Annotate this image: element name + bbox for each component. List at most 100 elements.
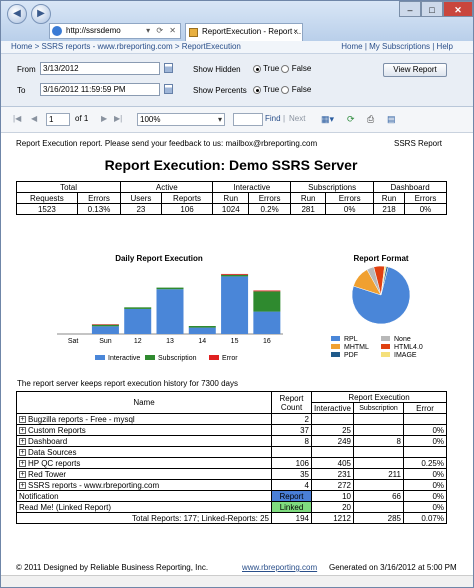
report-tab-icon: [189, 28, 198, 37]
expand-icon[interactable]: +: [19, 415, 26, 423]
find-input[interactable]: [233, 113, 263, 126]
x-tick-label: Sun: [99, 338, 112, 345]
bar-interactive: [91, 326, 119, 334]
footer-generated: Generated on 3/16/2012 at 5:00 PM: [329, 563, 457, 572]
summary-value: 218: [373, 203, 405, 215]
bar-interactive: [124, 308, 152, 334]
tab-title: ReportExecution - Report ...: [202, 27, 302, 36]
breadcrumb-path[interactable]: Home > SSRS reports - www.rbreporting.co…: [11, 42, 241, 51]
calendar-icon[interactable]: [164, 63, 173, 73]
chart-title: Report Format: [353, 254, 408, 263]
expand-icon[interactable]: +: [19, 437, 26, 445]
table-row[interactable]: Read Me! (Linked Report) Linked 20 0%: [16, 501, 447, 513]
show-hidden-false-radio[interactable]: [281, 64, 290, 73]
export-icon[interactable]: ▦▾: [321, 114, 335, 124]
find-link[interactable]: Find: [265, 114, 281, 123]
to-label: To: [17, 86, 26, 95]
report-body: Report Execution report. Please send you…: [1, 133, 473, 575]
report-toolbar: |◀ ◀ 1 of 1 ▶ ▶| 100% ▾ Find | Next ▦▾ ⟳…: [1, 107, 473, 133]
table-row[interactable]: Notification Report 10 66 0%: [16, 490, 447, 502]
false-label: False: [291, 64, 312, 73]
report-intro: Report Execution report. Please send you…: [16, 139, 318, 148]
tab-report-execution[interactable]: ReportExecution - Report ... ×: [185, 23, 303, 41]
legend-swatch: [95, 355, 105, 360]
show-percents-true-radio[interactable]: [253, 85, 261, 94]
totals-row: Total Reports: 177; Linked-Reports: 25 1…: [16, 512, 447, 524]
next-link[interactable]: Next: [289, 114, 306, 123]
summary-sub: Reports: [160, 192, 214, 204]
x-tick-label: 13: [166, 338, 174, 345]
show-hidden-true-radio[interactable]: [253, 64, 261, 73]
legend-label: PDF: [344, 352, 358, 359]
refresh-stop-icons[interactable]: ▾ ⟳ ✕: [146, 26, 178, 35]
x-tick-label: 12: [134, 338, 142, 345]
folder-name: Red Tower: [28, 469, 67, 479]
back-icon[interactable]: ◀: [7, 4, 27, 24]
separator: |: [283, 114, 286, 123]
expand-icon[interactable]: +: [19, 426, 26, 434]
x-tick-label: 16: [263, 338, 271, 345]
close-tab-icon[interactable]: ×: [293, 27, 298, 36]
expand-icon[interactable]: +: [19, 448, 26, 456]
legend-swatch: [331, 336, 340, 341]
subscription-cell: [353, 424, 404, 436]
summary-group-interactive: Interactive: [212, 181, 292, 193]
legend-label: None: [394, 336, 411, 343]
forward-icon[interactable]: ▶: [31, 4, 51, 24]
address-bar[interactable]: http://ssrsdemo ▾ ⟳ ✕: [49, 23, 181, 39]
expand-icon[interactable]: +: [19, 470, 26, 478]
subscription-cell: [353, 479, 404, 491]
legend-swatch: [381, 344, 390, 349]
error-cell: 0%: [403, 435, 447, 447]
legend-label: IMAGE: [394, 352, 417, 359]
expand-icon[interactable]: +: [19, 481, 26, 489]
legend-label: MHTML: [344, 344, 369, 351]
interactive-cell: 20: [311, 501, 354, 513]
table-row[interactable]: + HP QC reports 106 405 0.25%: [16, 457, 447, 469]
close-window-icon[interactable]: ✕: [443, 1, 473, 17]
table-row[interactable]: + Bugzilla reports - Free - mysql 2: [16, 413, 447, 425]
table-row[interactable]: + Data Sources: [16, 446, 447, 458]
legend-swatch: [331, 344, 340, 349]
status-bar: [1, 575, 473, 587]
bar-interactive: [188, 327, 216, 334]
first-page-icon[interactable]: |◀: [13, 114, 22, 123]
interactive-cell: 1212: [311, 512, 354, 524]
expand-icon[interactable]: +: [19, 459, 26, 467]
previous-page-icon[interactable]: ◀: [31, 114, 38, 123]
last-page-icon[interactable]: ▶|: [114, 114, 123, 123]
report-name[interactable]: Read Me! (Linked Report): [16, 501, 272, 513]
bar-subscription: [156, 287, 184, 290]
chevron-down-icon: ▾: [217, 115, 222, 124]
from-date-input[interactable]: 3/13/2012: [40, 62, 160, 75]
summary-sub: Run: [290, 192, 327, 204]
next-page-icon[interactable]: ▶: [101, 114, 108, 123]
table-row[interactable]: + Red Tower 35 231 211 0%: [16, 468, 447, 480]
show-percents-false-radio[interactable]: [281, 85, 290, 94]
count-cell: 106: [271, 457, 312, 469]
summary-group-subscriptions: Subscriptions: [290, 181, 375, 193]
report-name[interactable]: Notification: [16, 490, 272, 502]
report-title: Report Execution: Demo SSRS Server: [104, 157, 358, 173]
calendar-icon[interactable]: [164, 84, 173, 94]
count-cell: 4: [271, 479, 312, 491]
table-row[interactable]: + Custom Reports 37 25 0%: [16, 424, 447, 436]
view-report-button[interactable]: View Report: [383, 63, 447, 77]
print-icon[interactable]: ⎙: [367, 114, 375, 124]
maximize-icon[interactable]: □: [421, 1, 443, 17]
page-number-input[interactable]: 1: [46, 113, 70, 126]
zoom-select[interactable]: 100% ▾: [137, 113, 225, 126]
data-feed-icon[interactable]: ▤: [387, 114, 396, 124]
error-cell: [403, 413, 447, 425]
refresh-icon[interactable]: ⟳: [347, 114, 355, 124]
minimize-icon[interactable]: –: [399, 1, 421, 17]
table-row[interactable]: + Dashboard 8 249 8 0%: [16, 435, 447, 447]
footer-link[interactable]: www.rbreporting.com: [242, 563, 318, 572]
pie-slice-pdf: [380, 266, 389, 296]
legend-label: Interactive: [108, 355, 140, 362]
table-row[interactable]: + SSRS reports - www.rbreporting.com 4 27…: [16, 479, 447, 491]
header-links[interactable]: Home | My Subscriptions | Help: [341, 42, 453, 51]
count-cell: 2: [271, 413, 312, 425]
to-date-input[interactable]: 3/16/2012 11:59:59 PM: [40, 83, 160, 96]
